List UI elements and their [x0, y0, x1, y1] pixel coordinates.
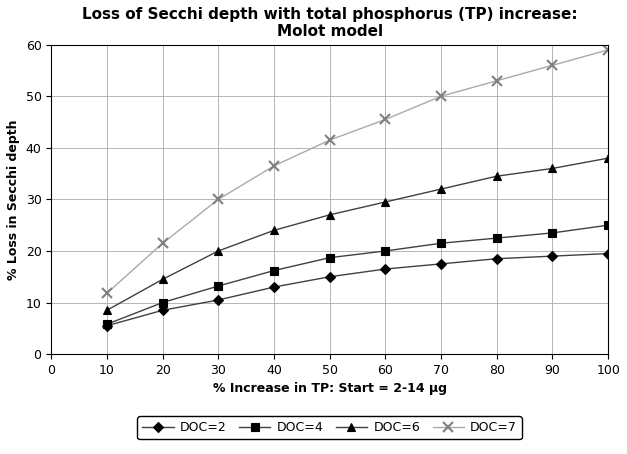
- DOC=2: [326, 274, 334, 280]
- X-axis label: % Increase in TP: Start = 2-14 μg: % Increase in TP: Start = 2-14 μg: [213, 382, 446, 395]
- DOC=6: [326, 212, 334, 217]
- Title: Loss of Secchi depth with total phosphorus (TP) increase:
Molot model: Loss of Secchi depth with total phosphor…: [82, 7, 577, 39]
- DOC=4: [549, 230, 556, 236]
- DOC=2: [159, 307, 166, 313]
- DOC=7: [549, 63, 556, 68]
- DOC=4: [159, 300, 166, 305]
- DOC=4: [103, 321, 111, 327]
- Y-axis label: % Loss in Secchi depth: % Loss in Secchi depth: [7, 119, 20, 280]
- DOC=7: [382, 117, 389, 122]
- DOC=4: [270, 268, 278, 273]
- DOC=2: [437, 261, 445, 266]
- DOC=6: [270, 227, 278, 233]
- DOC=6: [549, 166, 556, 171]
- DOC=7: [103, 291, 111, 296]
- DOC=6: [214, 248, 222, 254]
- DOC=6: [437, 186, 445, 192]
- DOC=4: [437, 241, 445, 246]
- Line: DOC=7: DOC=7: [102, 45, 613, 298]
- DOC=2: [270, 284, 278, 290]
- DOC=7: [270, 163, 278, 168]
- DOC=6: [382, 199, 389, 205]
- DOC=6: [493, 173, 500, 179]
- DOC=7: [604, 47, 612, 53]
- DOC=6: [103, 307, 111, 313]
- DOC=2: [493, 256, 500, 262]
- DOC=7: [493, 78, 500, 84]
- DOC=7: [159, 241, 166, 246]
- Line: DOC=2: DOC=2: [103, 250, 611, 329]
- DOC=2: [549, 253, 556, 259]
- DOC=2: [604, 251, 612, 256]
- DOC=7: [437, 94, 445, 99]
- DOC=4: [604, 222, 612, 228]
- DOC=2: [382, 266, 389, 272]
- DOC=2: [214, 297, 222, 303]
- DOC=4: [382, 248, 389, 254]
- Line: DOC=6: DOC=6: [103, 154, 613, 315]
- Line: DOC=4: DOC=4: [103, 221, 613, 328]
- DOC=4: [493, 235, 500, 241]
- DOC=7: [326, 138, 334, 143]
- DOC=7: [214, 197, 222, 202]
- DOC=2: [103, 323, 111, 329]
- DOC=6: [159, 276, 166, 282]
- DOC=6: [604, 155, 612, 161]
- DOC=4: [214, 283, 222, 289]
- DOC=4: [326, 255, 334, 261]
- Legend: DOC=2, DOC=4, DOC=6, DOC=7: DOC=2, DOC=4, DOC=6, DOC=7: [137, 416, 522, 439]
